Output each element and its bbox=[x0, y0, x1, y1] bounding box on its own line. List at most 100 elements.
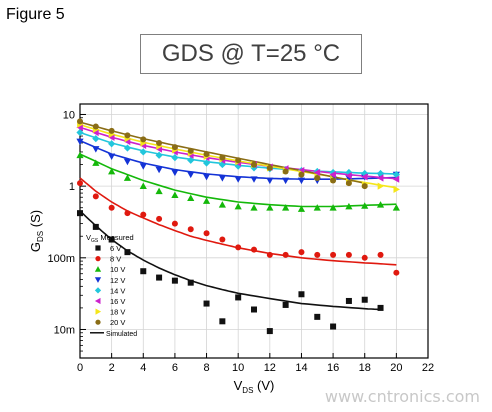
legend-marker-14v bbox=[94, 287, 102, 294]
data-point-20v bbox=[140, 136, 147, 143]
data-point-14v bbox=[92, 135, 100, 143]
data-point-6v bbox=[92, 223, 99, 230]
data-point-14v bbox=[202, 159, 211, 167]
data-point-20v bbox=[298, 171, 305, 178]
x-tick-label: 4 bbox=[140, 362, 146, 374]
legend-label-12v: 12 V bbox=[110, 276, 125, 285]
data-point-16v bbox=[76, 123, 83, 132]
data-point-14v bbox=[123, 144, 132, 152]
data-point-14v bbox=[171, 154, 179, 162]
data-point-8v bbox=[108, 204, 115, 211]
x-tick-label: 18 bbox=[359, 362, 371, 374]
data-point-8v bbox=[266, 251, 273, 258]
data-point-20v bbox=[345, 180, 352, 187]
data-point-12v bbox=[92, 146, 100, 153]
data-point-6v bbox=[298, 291, 305, 298]
data-point-20v bbox=[92, 123, 99, 130]
data-point-14v bbox=[376, 169, 385, 178]
data-point-10v bbox=[250, 204, 258, 211]
data-point-10v bbox=[202, 197, 211, 204]
data-point-10v bbox=[313, 204, 321, 211]
chart-title: GDS @ T=25 °C bbox=[140, 34, 362, 74]
data-point-14v bbox=[155, 151, 163, 159]
data-point-12v bbox=[155, 166, 163, 174]
data-point-8v bbox=[314, 251, 321, 258]
data-point-20v bbox=[251, 161, 257, 168]
x-tick-label: 14 bbox=[295, 362, 307, 374]
legend-label-18v: 18 V bbox=[110, 308, 125, 317]
data-point-16v bbox=[92, 128, 99, 137]
simulated-line-20v bbox=[79, 121, 365, 184]
data-point-20v bbox=[187, 147, 194, 154]
data-point-8v bbox=[140, 211, 147, 218]
data-point-12v bbox=[297, 177, 306, 185]
data-point-16v bbox=[392, 175, 400, 183]
data-point-12v bbox=[218, 175, 226, 182]
data-point-10v bbox=[187, 194, 195, 202]
data-point-8v bbox=[203, 230, 210, 237]
data-point-8v bbox=[330, 251, 337, 258]
data-point-14v bbox=[329, 168, 337, 177]
data-point-20v bbox=[219, 154, 226, 161]
x-tick-label: 12 bbox=[264, 362, 276, 374]
data-point-20v bbox=[282, 168, 289, 175]
data-point-20v bbox=[171, 144, 178, 151]
x-tick-label: 0 bbox=[77, 362, 83, 374]
legend-marker-12v bbox=[94, 277, 102, 283]
data-point-20v bbox=[266, 164, 273, 171]
data-point-10v bbox=[376, 201, 385, 208]
data-point-10v bbox=[345, 202, 353, 210]
data-point-12v bbox=[187, 171, 195, 179]
data-point-10v bbox=[108, 167, 116, 175]
data-point-8v bbox=[361, 254, 368, 261]
data-point-20v bbox=[77, 118, 83, 125]
data-point-6v bbox=[251, 306, 257, 313]
data-point-20v bbox=[330, 177, 337, 184]
data-point-6v bbox=[219, 318, 226, 325]
data-point-8v bbox=[219, 236, 226, 243]
simulated-line-6v bbox=[79, 210, 381, 311]
data-point-6v bbox=[314, 313, 321, 320]
measured-points bbox=[76, 118, 400, 335]
data-point-8v bbox=[92, 193, 99, 200]
data-point-10v bbox=[171, 191, 179, 198]
data-point-8v bbox=[393, 269, 400, 276]
data-point-18v bbox=[377, 182, 385, 190]
y-tick-label: 100m bbox=[47, 253, 75, 265]
data-point-8v bbox=[235, 244, 242, 251]
data-point-10v bbox=[282, 204, 290, 211]
data-point-12v bbox=[108, 153, 116, 161]
data-point-12v bbox=[139, 163, 147, 170]
data-point-12v bbox=[266, 177, 274, 185]
data-point-8v bbox=[377, 251, 384, 258]
x-axis-label: VDS (V) bbox=[234, 378, 275, 395]
data-point-10v bbox=[76, 151, 84, 159]
data-point-10v bbox=[234, 202, 242, 210]
data-point-8v bbox=[171, 220, 178, 227]
data-point-6v bbox=[345, 297, 352, 304]
data-point-14v bbox=[108, 140, 116, 148]
data-point-20v bbox=[156, 139, 163, 146]
data-point-18v bbox=[393, 185, 400, 194]
axes-layer: 0 2 4 6 8 10 12 14 16 18 20 22 10m 100m 1 10 bbox=[47, 109, 434, 374]
data-point-6v bbox=[266, 328, 273, 335]
data-point-14v bbox=[345, 168, 353, 177]
y-axis-label: GDS (S) bbox=[28, 210, 45, 252]
data-point-10v bbox=[123, 174, 132, 181]
data-point-6v bbox=[187, 279, 194, 286]
data-point-20v bbox=[314, 174, 321, 181]
data-point-6v bbox=[361, 296, 368, 303]
legend-marker-20v bbox=[95, 319, 101, 325]
data-point-12v bbox=[123, 158, 132, 166]
x-tick-label: 10 bbox=[232, 362, 244, 374]
data-point-10v bbox=[218, 201, 226, 208]
data-point-6v bbox=[140, 268, 147, 275]
data-point-14v bbox=[139, 148, 147, 156]
data-point-6v bbox=[235, 294, 242, 301]
data-point-8v bbox=[77, 180, 83, 187]
data-point-20v bbox=[235, 157, 242, 164]
legend-marker-18v bbox=[95, 308, 102, 315]
data-point-20v bbox=[108, 127, 115, 134]
